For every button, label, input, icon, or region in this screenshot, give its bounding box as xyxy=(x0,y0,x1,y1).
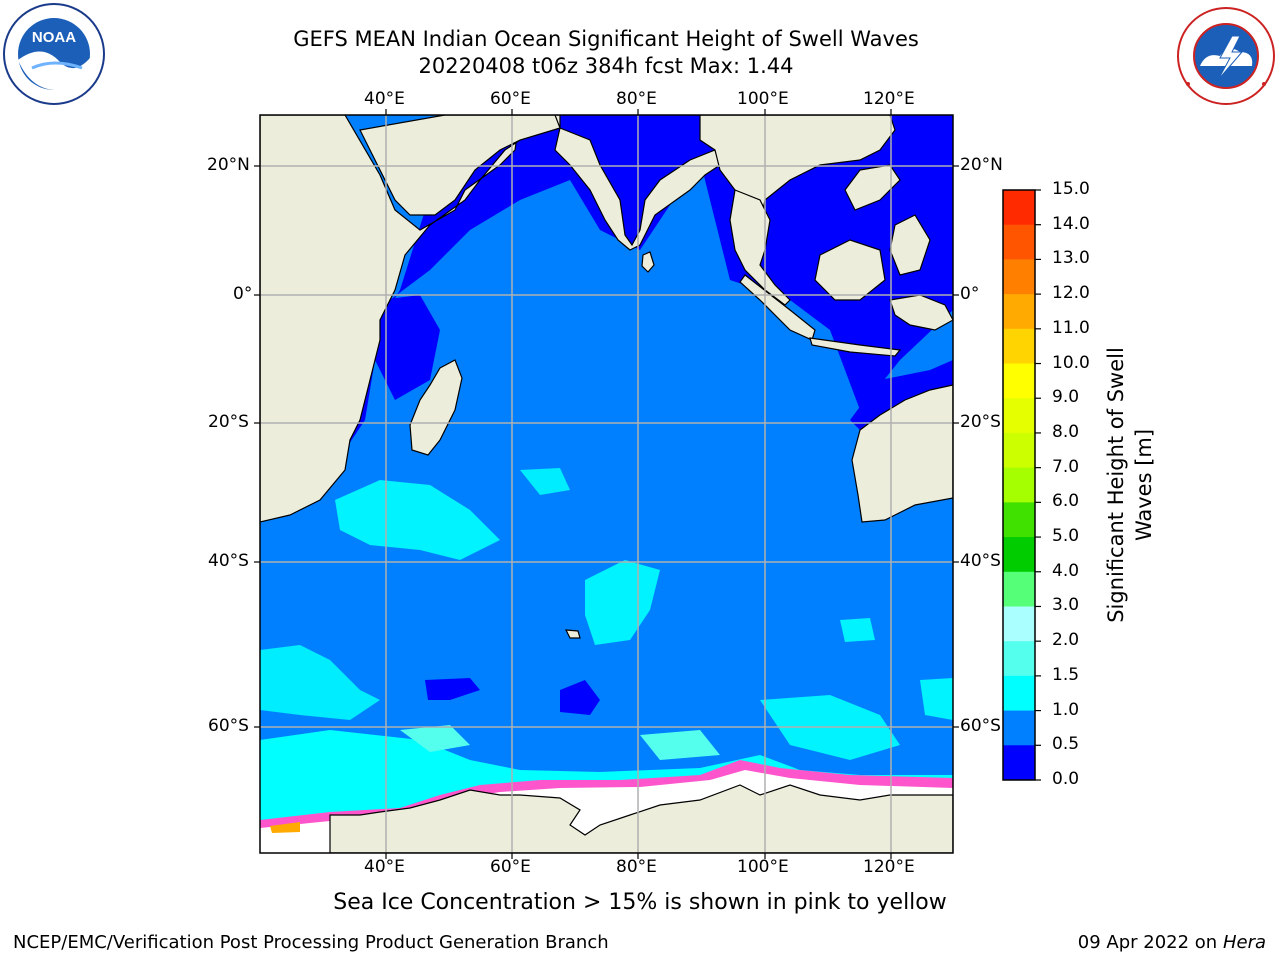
map-subtitle: 20220408 t06z 384h fcst Max: 1.44 xyxy=(418,54,794,78)
sea-ice-footnote: Sea Ice Concentration > 15% is shown in … xyxy=(333,890,947,915)
colorbar-segment xyxy=(1003,328,1035,365)
colorbar-segment xyxy=(1003,398,1035,434)
map-frame xyxy=(259,114,954,854)
date-stamp: 09 Apr 2022 on Hera xyxy=(1078,932,1266,953)
noaa-logo-text: NOAA xyxy=(32,29,76,46)
colorbar-tick-label: 5.0 xyxy=(1052,526,1080,547)
colorbar-segment xyxy=(1003,606,1035,642)
noaa-logo: NOAA xyxy=(2,2,106,106)
colorbar-tick-label: 13.0 xyxy=(1052,248,1090,269)
colorbar-tick-label: 14.0 xyxy=(1052,213,1090,234)
lat-label-right-40s: 40°S xyxy=(960,551,1001,571)
colorbar-frame xyxy=(1002,189,1036,781)
colorbar-segment xyxy=(1003,190,1035,226)
lat-label-right-60s: 60°S xyxy=(960,716,1001,736)
land-masses xyxy=(260,115,953,853)
lat-label-left-0: 0° xyxy=(233,284,253,304)
colorbar-tick-label: 2.0 xyxy=(1052,630,1080,651)
colorbar-segment xyxy=(1003,259,1035,295)
colorbar-segment xyxy=(1003,641,1035,677)
colorbar-tick-label: 3.0 xyxy=(1052,595,1080,616)
axis-ticks xyxy=(254,109,959,859)
machine-name: Hera xyxy=(1222,932,1266,953)
colorbar-segment xyxy=(1003,294,1035,330)
colorbar-label-line1: Significant Height of Swell xyxy=(1104,347,1128,623)
graticule xyxy=(260,115,953,853)
kerguelen-island xyxy=(564,629,581,639)
colorbar-segment xyxy=(1003,432,1035,469)
colorbar-segment xyxy=(1003,745,1035,781)
nws-logo xyxy=(1176,6,1276,106)
credit-text: NCEP/EMC/Verification Post Processing Pr… xyxy=(13,932,609,953)
colorbar-tick-label: 7.0 xyxy=(1052,456,1080,477)
lon-label-bottom-100e: 100°E xyxy=(737,857,789,877)
colorbar xyxy=(1002,189,1041,781)
colorbar-segment xyxy=(1003,537,1035,573)
lon-label-top-100e: 100°E xyxy=(737,89,789,109)
colorbar-segment xyxy=(1003,363,1035,399)
lon-label-bottom-80e: 80°E xyxy=(616,857,657,877)
colorbar-tick-label: 1.5 xyxy=(1052,664,1080,685)
lat-label-right-0: 0° xyxy=(960,284,980,304)
lon-label-top-120e: 120°E xyxy=(863,89,915,109)
colorbar-tick-label: 9.0 xyxy=(1052,387,1080,408)
colorbar-tick-label: 15.0 xyxy=(1052,179,1090,199)
colorbar-tick-label: 6.0 xyxy=(1052,491,1080,512)
lon-label-top-60e: 60°E xyxy=(490,89,531,109)
lon-label-top-80e: 80°E xyxy=(616,89,657,109)
lon-label-bottom-120e: 120°E xyxy=(863,857,915,877)
lon-label-top-40e: 40°E xyxy=(364,89,405,109)
colorbar-segment xyxy=(1003,710,1035,746)
lon-label-bottom-60e: 60°E xyxy=(490,857,531,877)
colorbar-tick-label: 0.5 xyxy=(1052,734,1080,755)
colorbar-label: Significant Height of Swell Waves [m] xyxy=(1102,347,1158,623)
lat-label-left-20s: 20°S xyxy=(208,412,249,432)
colorbar-label-line2: Waves [m] xyxy=(1132,428,1156,542)
colorbar-tick-label: 0.0 xyxy=(1052,769,1080,789)
colorbar-tick-label: 12.0 xyxy=(1052,283,1090,304)
map-title: GEFS MEAN Indian Ocean Significant Heigh… xyxy=(293,27,919,51)
low-swell-patch xyxy=(560,680,600,715)
low-swell-north xyxy=(345,115,953,450)
lat-label-right-20s: 20°S xyxy=(960,412,1001,432)
colorbar-segment xyxy=(1003,502,1035,538)
lon-label-bottom-40e: 40°E xyxy=(364,857,405,877)
lat-label-left-60s: 60°S xyxy=(208,716,249,736)
lat-label-left-20n: 20°N xyxy=(207,155,250,175)
moderate-swell-patch xyxy=(335,480,500,560)
colorbar-tick-label: 4.0 xyxy=(1052,560,1080,581)
date-text: 09 Apr 2022 on xyxy=(1077,932,1218,953)
colorbar-tick-label: 8.0 xyxy=(1052,421,1080,442)
lat-label-right-20n: 20°N xyxy=(960,155,1003,175)
colorbar-segment xyxy=(1003,571,1035,607)
colorbar-tick-label: 11.0 xyxy=(1052,317,1090,338)
colorbar-segment xyxy=(1003,224,1035,260)
map-plot-area xyxy=(260,115,953,853)
colorbar-tick-label: 1.0 xyxy=(1052,699,1080,720)
colorbar-segment xyxy=(1003,467,1035,503)
colorbar-segment xyxy=(1003,675,1035,712)
lat-label-left-40s: 40°S xyxy=(208,551,249,571)
colorbar-tick-label: 10.0 xyxy=(1052,352,1090,373)
